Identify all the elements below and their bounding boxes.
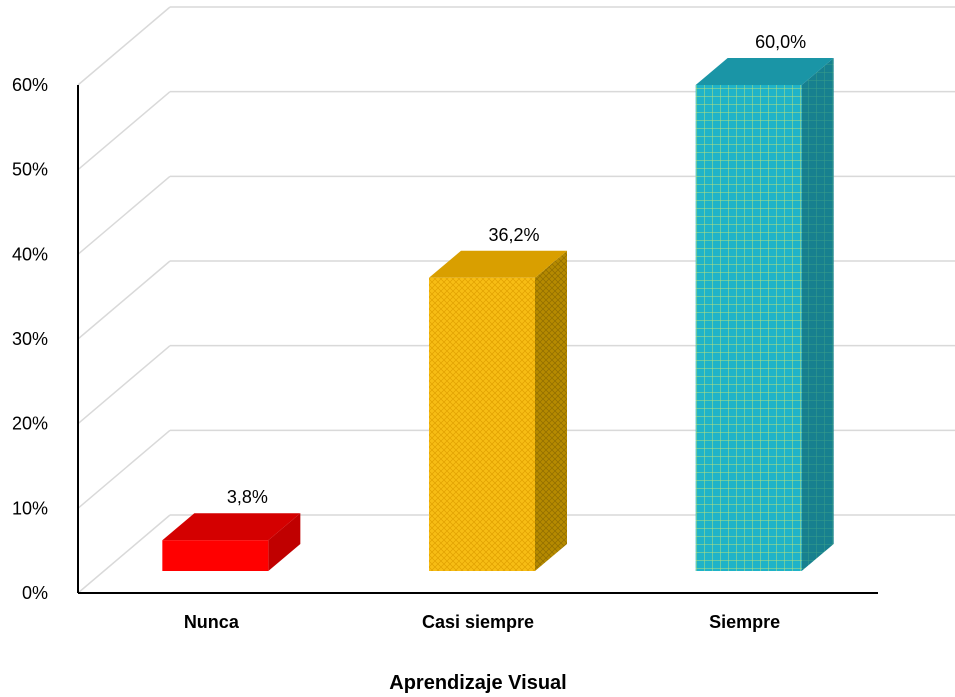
bar-casi-siempre (429, 250, 567, 571)
y-tick-label: 10% (12, 498, 48, 518)
bar-siempre (695, 58, 834, 571)
gridline (77, 6, 955, 86)
x-tick-label: Nunca (184, 612, 240, 632)
data-label: 36,2% (488, 225, 539, 245)
y-tick-label: 0% (22, 583, 48, 603)
x-axis-title: Aprendizaje Visual (389, 672, 566, 694)
y-tick-label: 40% (12, 244, 48, 264)
bars (162, 58, 834, 571)
data-label: 3,8% (227, 487, 268, 507)
data-label: 60,0% (755, 32, 806, 52)
labels: 0% 10% 20% 30% 40% 50% 60% 3,8% Nunca 36,2% Casi s… (12, 32, 806, 694)
x-tick-label: Siempre (709, 612, 780, 632)
axes (77, 85, 878, 594)
y-tick-label: 50% (12, 160, 48, 180)
y-tick-label: 60% (12, 75, 48, 95)
x-tick-label: Casi siempre (422, 612, 534, 632)
y-tick-label: 30% (12, 329, 48, 349)
bar-nunca (162, 513, 301, 571)
y-tick-label: 20% (12, 414, 48, 434)
